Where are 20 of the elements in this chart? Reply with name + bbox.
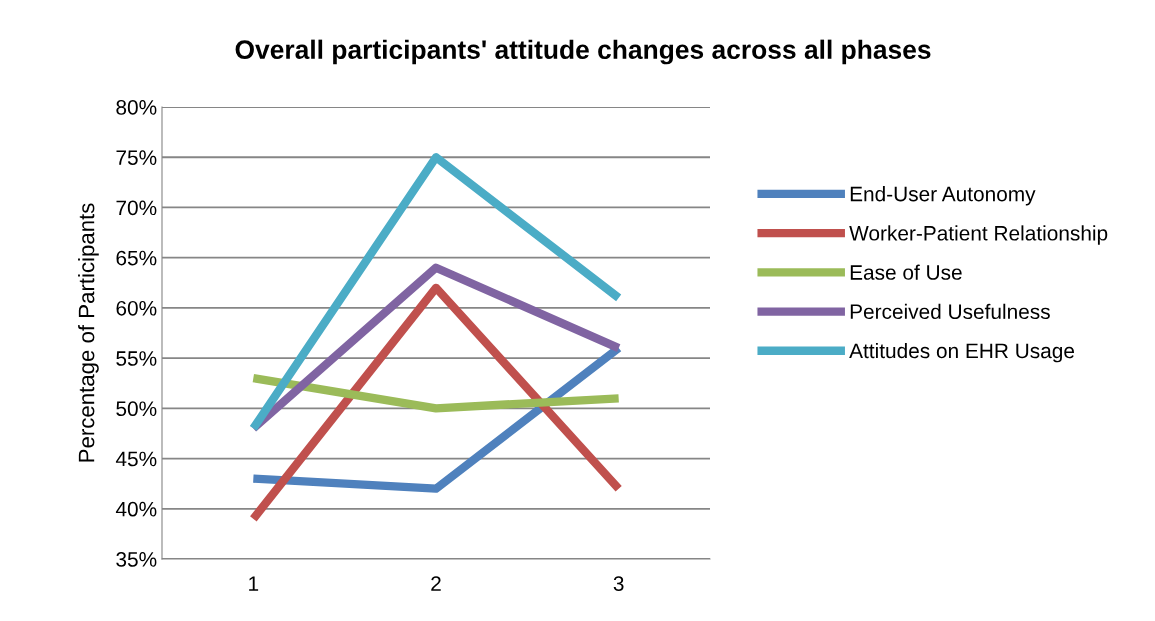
x-tick-label: 2 [431,576,441,591]
x-tick-label: 1 [249,576,259,591]
y-tick-label: 50% [116,401,157,417]
chart-title: Overall participants' attitude changes across all phases [235,39,931,65]
y-tick-label: 55% [116,351,157,366]
x-tick-label: 3 [613,576,624,591]
y-tick-label: 40% [115,501,157,517]
legend-label: Attitudes on EHR Usage [849,342,1075,363]
y-tick-label: 70% [116,200,157,216]
y-axis-title: Percentage of Participants [78,203,99,462]
legend-label: Worker-Patient Relationship [849,225,1108,245]
legend-label: Ease of Use [850,264,962,280]
y-tick-label: 80% [116,100,157,115]
y-tick-label: 60% [116,300,157,316]
y-tick-label: 45% [115,451,157,467]
legend-label: End-User Autonomy [850,186,1036,206]
legend-label: Perceived Usefulness [850,303,1050,320]
y-tick-label: 35% [116,552,157,567]
y-tick-label: 75% [116,150,157,165]
y-tick-label: 65% [116,250,157,266]
